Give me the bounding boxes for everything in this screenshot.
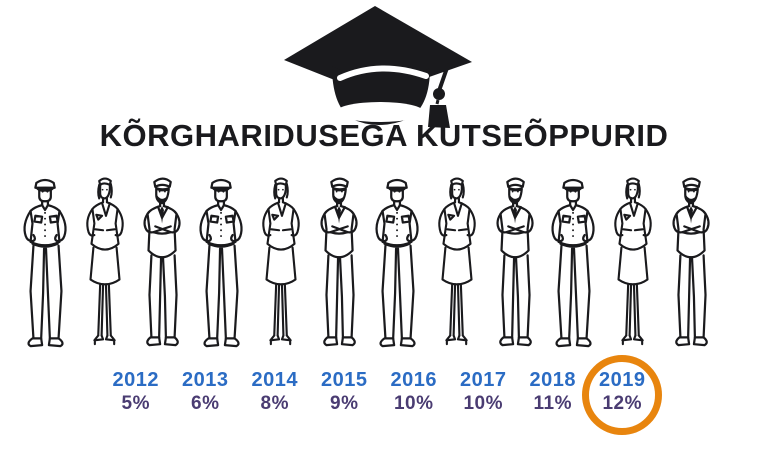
year-label: 2016 xyxy=(390,369,437,391)
attendant-figure-illustration xyxy=(253,170,309,360)
year-label: 2013 xyxy=(182,369,229,391)
data-point-2013: 2013 6% xyxy=(171,368,241,415)
graduation-cap-icon xyxy=(284,6,472,128)
attendant-figure-illustration xyxy=(77,170,133,360)
attendant-figure-illustration xyxy=(605,170,661,360)
officer-figure-illustration xyxy=(194,170,250,360)
year-label: 2017 xyxy=(460,369,507,391)
value-label: 10% xyxy=(463,393,504,414)
labels-row: 2012 5% 2013 6% 2014 8% 2015 9% 2016 10% 2017 10% 20… xyxy=(101,354,663,435)
crossed-arms-figure-illustration xyxy=(135,170,191,360)
chart-title: KÕRGHARIDUSEGA KUTSEÕPPURID xyxy=(99,118,669,153)
data-point-2018: 2018 11% xyxy=(518,368,588,415)
data-point-2014: 2014 8% xyxy=(240,368,310,415)
value-label: 11% xyxy=(533,393,572,414)
attendant-figure-illustration xyxy=(429,170,485,360)
officer-figure-illustration xyxy=(18,170,74,360)
figures-row xyxy=(18,168,720,360)
value-label: 6% xyxy=(191,393,220,414)
year-label: 2019 xyxy=(599,369,646,391)
value-label: 8% xyxy=(260,393,289,414)
value-label: 12% xyxy=(602,393,643,414)
year-label: 2018 xyxy=(529,369,576,391)
year-label: 2015 xyxy=(321,369,368,391)
value-label: 9% xyxy=(330,393,359,414)
crossed-arms-figure-illustration xyxy=(488,170,544,360)
year-label: 2014 xyxy=(251,369,298,391)
officer-figure-illustration xyxy=(546,170,602,360)
data-point-2015: 2015 9% xyxy=(310,368,380,415)
value-label: 5% xyxy=(121,393,150,414)
data-point-2016: 2016 10% xyxy=(379,368,449,415)
officer-figure-illustration xyxy=(370,170,426,360)
crossed-arms-figure-illustration xyxy=(664,170,720,360)
data-point-2017: 2017 10% xyxy=(449,368,519,415)
value-label: 10% xyxy=(393,393,434,414)
data-point-2019: 2019 12% xyxy=(582,354,663,435)
year-label: 2012 xyxy=(112,369,159,391)
data-point-2012: 2012 5% xyxy=(101,368,171,415)
crossed-arms-figure-illustration xyxy=(312,170,368,360)
